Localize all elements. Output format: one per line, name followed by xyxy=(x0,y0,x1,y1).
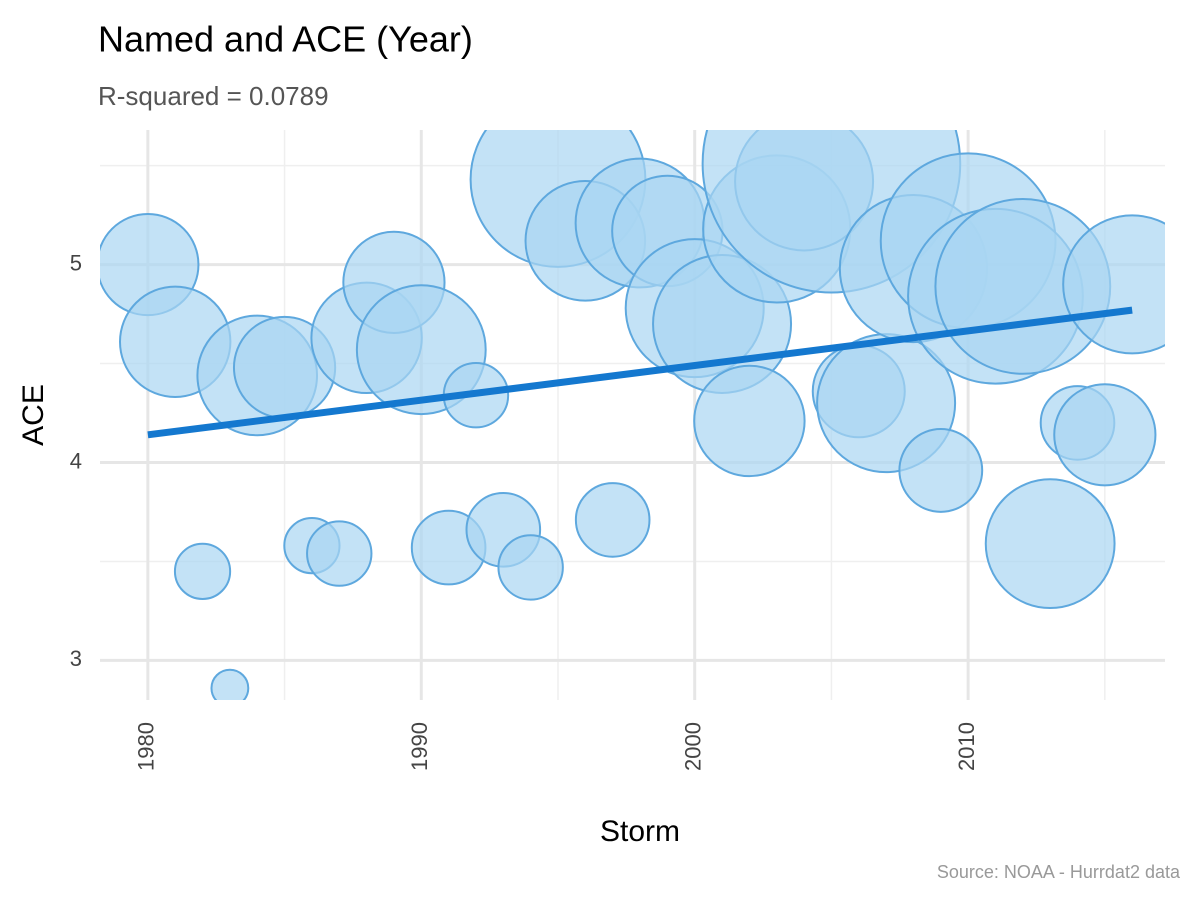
bubble xyxy=(693,364,806,478)
bubble xyxy=(1062,214,1165,355)
y-axis-title: ACE xyxy=(17,384,50,446)
y-tick-label: 3 xyxy=(70,646,82,671)
y-tick-label: 5 xyxy=(70,250,82,275)
chart-title: Named and ACE (Year) xyxy=(98,19,473,60)
y-tick-label: 4 xyxy=(70,448,82,473)
bubble xyxy=(1053,383,1157,487)
x-tick-label: 2000 xyxy=(681,722,706,771)
bubble xyxy=(306,520,373,587)
x-tick-label: 2010 xyxy=(954,722,979,771)
bubble xyxy=(898,428,984,513)
plot-area xyxy=(100,130,1165,700)
chart-subtitle: R-squared = 0.0789 xyxy=(98,81,329,111)
bubble xyxy=(210,668,250,700)
bubble xyxy=(497,534,564,601)
x-axis-title: Storm xyxy=(600,815,680,848)
caption: Source: NOAA - Hurrdat2 data xyxy=(937,862,1181,882)
x-tick-label: 1980 xyxy=(134,722,159,771)
x-tick-label: 1990 xyxy=(407,722,432,771)
trend-line xyxy=(147,306,1133,439)
bubble xyxy=(173,542,232,600)
bubble xyxy=(574,482,651,558)
bubble xyxy=(984,478,1116,610)
